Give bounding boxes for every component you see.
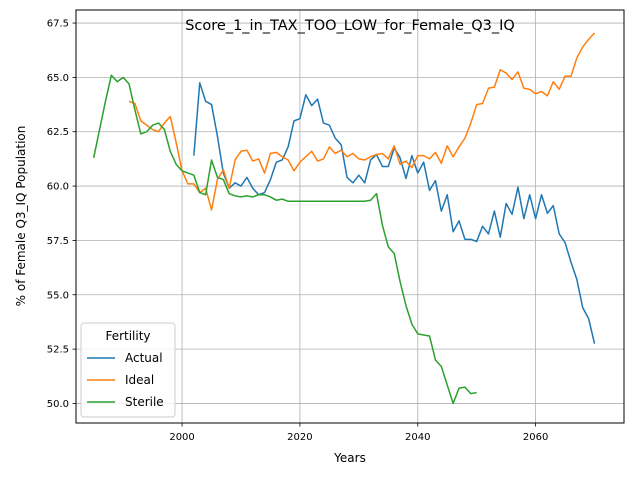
y-tick-label: 62.5 (47, 127, 69, 138)
x-axis-label: Years (333, 451, 366, 465)
x-tick-label: 2000 (169, 432, 194, 443)
series-sterile (92, 74, 477, 405)
y-tick-label: 52.5 (47, 345, 69, 356)
series-layer (92, 32, 596, 405)
y-tick-label: 57.5 (47, 236, 69, 247)
legend-label-ideal: Ideal (125, 373, 154, 387)
y-axis: 50.0 52.5 55.0 57.5 60.0 62.5 65.0 67.5 (47, 19, 76, 410)
y-tick-label: 67.5 (47, 19, 69, 30)
y-axis-label: % of Female Q3_IQ Population (14, 126, 28, 307)
legend-box (80, 322, 176, 418)
legend-label-sterile: Sterile (125, 395, 164, 409)
y-tick-label: 55.0 (47, 290, 69, 301)
y-tick-label: 50.0 (47, 399, 69, 410)
x-tick-label: 2020 (287, 432, 312, 443)
series-line-sterile (92, 74, 477, 405)
x-tick-label: 2060 (523, 432, 548, 443)
plot-frame (75, 9, 625, 424)
legend: Fertility Actual Ideal Sterile (80, 322, 176, 418)
chart-title: Score_1_in_TAX_TOO_LOW_for_Female_Q3_IQ (185, 18, 515, 34)
grid-lines (76, 10, 624, 423)
legend-label-actual: Actual (125, 351, 163, 365)
x-axis: 2000 2020 2040 2060 (169, 423, 548, 443)
x-tick-label: 2040 (405, 432, 430, 443)
legend-title: Fertility (105, 329, 150, 343)
y-tick-label: 60.0 (47, 182, 69, 193)
y-tick-label: 65.0 (47, 73, 69, 84)
